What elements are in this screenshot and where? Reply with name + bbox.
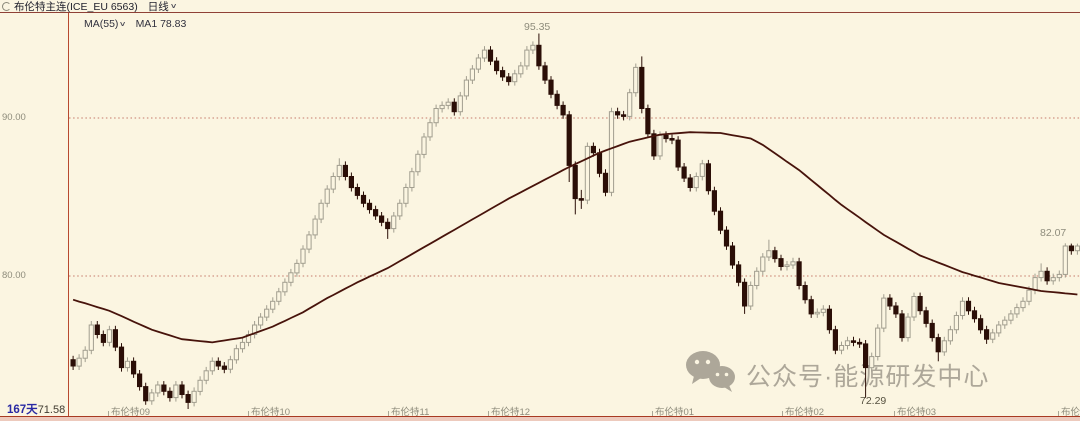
x-axis-label: 布伦特12 [488, 404, 530, 418]
x-axis-label: 布伦特03 [894, 404, 936, 418]
x-axis-label: 布伦特09 [108, 404, 150, 418]
x-axis-label: 布伦特11 [388, 404, 429, 418]
horizontal-scrollbar[interactable] [0, 416, 1080, 421]
wechat-icon [684, 348, 738, 401]
chevron-down-icon: ∨ [119, 21, 127, 28]
x-axis: 布伦特09 布伦特10 布伦特11 布伦特12 布伦特01 布伦特02 布伦特03 布伦特04 [0, 404, 1080, 418]
range-days-label: 167天 [7, 404, 38, 416]
price-axis-line [68, 13, 69, 416]
swing-low-price-label: 72.29 [860, 395, 887, 407]
y-axis-label-90: 90.00 [2, 112, 26, 123]
chevron-down-icon: ∨ [169, 3, 178, 10]
chart-header: 布伦特主连(ICE_EU 6563) 日线 ∨ [0, 0, 1080, 13]
panel-toggle-icon[interactable] [2, 2, 11, 11]
range-low-label: 71.58 [37, 404, 66, 416]
ma-indicator-row: MA(55) ∨ MA1 78.83 [84, 18, 196, 30]
x-axis-label: 布伦特02 [782, 404, 824, 418]
period-dropdown[interactable]: 日线 ∨ [147, 0, 178, 14]
ma-settings-dropdown[interactable]: MA(55) ∨ [84, 18, 127, 30]
x-axis-label: 布伦特01 [652, 404, 694, 418]
ma-value: MA1 78.83 [135, 18, 187, 30]
x-axis-label: 布伦特04 [1058, 404, 1080, 418]
high-price-label: 95.35 [524, 21, 551, 33]
ma-settings-label: MA(55) [84, 18, 119, 30]
period-label: 日线 [147, 0, 169, 13]
y-axis-label-80: 80.00 [2, 270, 26, 281]
x-axis-label: 布伦特10 [248, 404, 290, 418]
instrument-title: 布伦特主连(ICE_EU 6563) [14, 0, 138, 13]
visible-range-info: 167天71.58 [7, 401, 65, 417]
recent-high-price-label: 82.07 [1040, 227, 1067, 239]
